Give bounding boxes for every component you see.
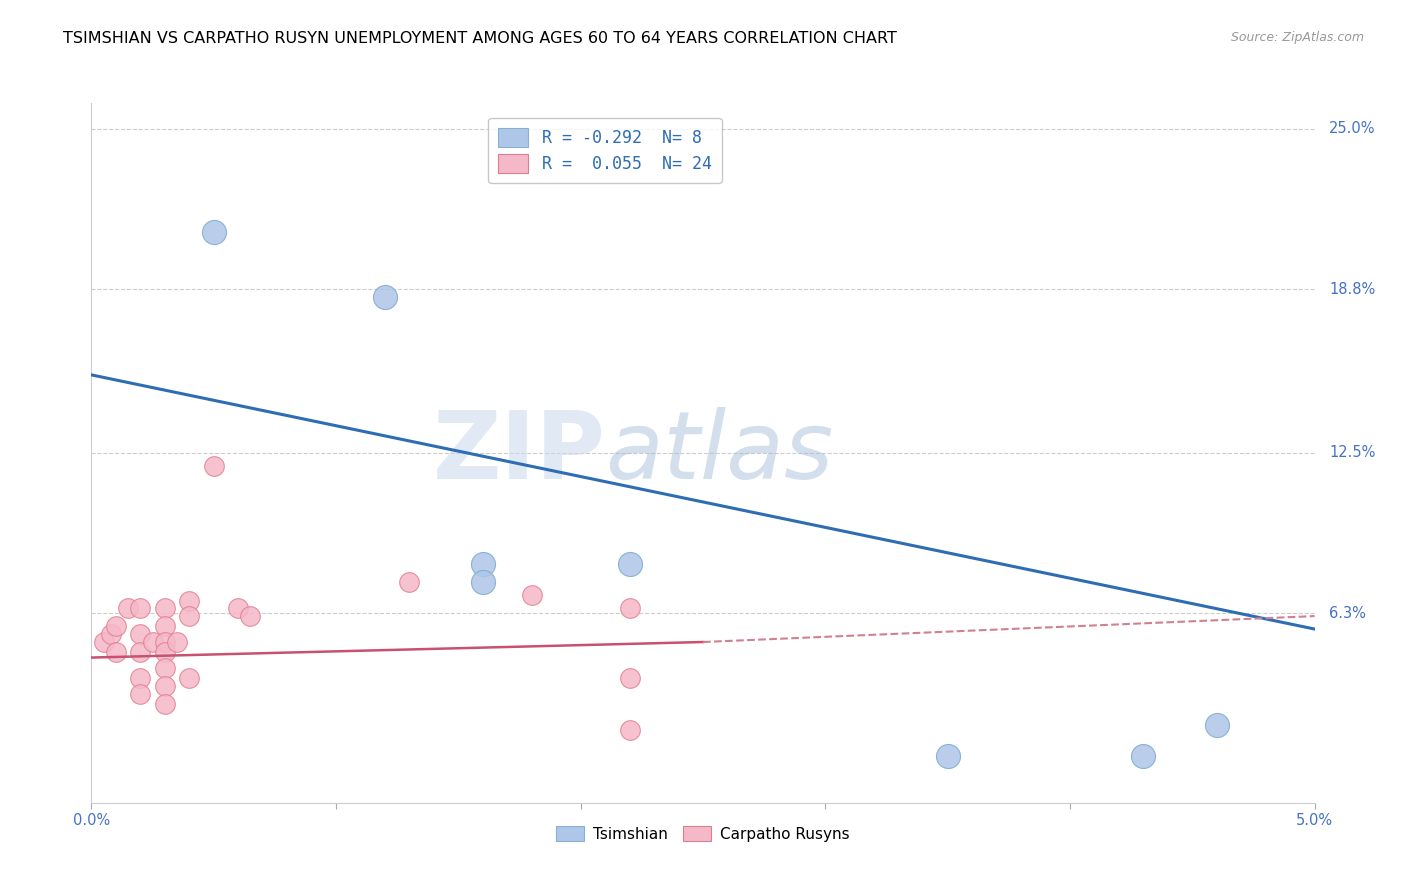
Point [398, 575, 420, 590]
Point [153, 679, 176, 693]
Point [226, 601, 249, 615]
Point [179, 609, 201, 624]
Point [153, 645, 176, 659]
Point [104, 645, 127, 659]
Point [619, 723, 641, 738]
Point [153, 601, 176, 615]
Point [619, 601, 641, 615]
Point [104, 619, 127, 633]
Point [117, 601, 139, 615]
Point [619, 558, 641, 572]
Text: TSIMSHIAN VS CARPATHO RUSYN UNEMPLOYMENT AMONG AGES 60 TO 64 YEARS CORRELATION C: TSIMSHIAN VS CARPATHO RUSYN UNEMPLOYMENT… [63, 31, 897, 46]
Point [129, 645, 152, 659]
Text: 18.8%: 18.8% [1329, 282, 1375, 297]
Point [179, 671, 201, 685]
Text: atlas: atlas [605, 407, 834, 499]
Point [129, 671, 152, 685]
Point [202, 225, 225, 239]
Point [202, 458, 225, 473]
Point [153, 619, 176, 633]
Text: Source: ZipAtlas.com: Source: ZipAtlas.com [1230, 31, 1364, 45]
Point [520, 588, 543, 602]
Point [153, 698, 176, 712]
Point [1132, 749, 1154, 764]
Point [936, 749, 959, 764]
Point [129, 687, 152, 701]
Point [93, 635, 115, 649]
Text: 25.0%: 25.0% [1329, 121, 1376, 136]
Point [153, 661, 176, 675]
Point [129, 601, 152, 615]
Point [179, 593, 201, 607]
Point [471, 575, 494, 590]
Legend: Tsimshian, Carpatho Rusyns: Tsimshian, Carpatho Rusyns [550, 820, 856, 847]
Text: ZIP: ZIP [432, 407, 605, 499]
Point [1205, 718, 1227, 732]
Point [100, 627, 122, 641]
Point [619, 671, 641, 685]
Point [471, 558, 494, 572]
Point [239, 609, 262, 624]
Text: 6.3%: 6.3% [1329, 606, 1367, 621]
Point [374, 290, 396, 304]
Point [153, 635, 176, 649]
Point [166, 635, 188, 649]
Text: 12.5%: 12.5% [1329, 445, 1375, 460]
Point [129, 627, 152, 641]
Point [141, 635, 163, 649]
